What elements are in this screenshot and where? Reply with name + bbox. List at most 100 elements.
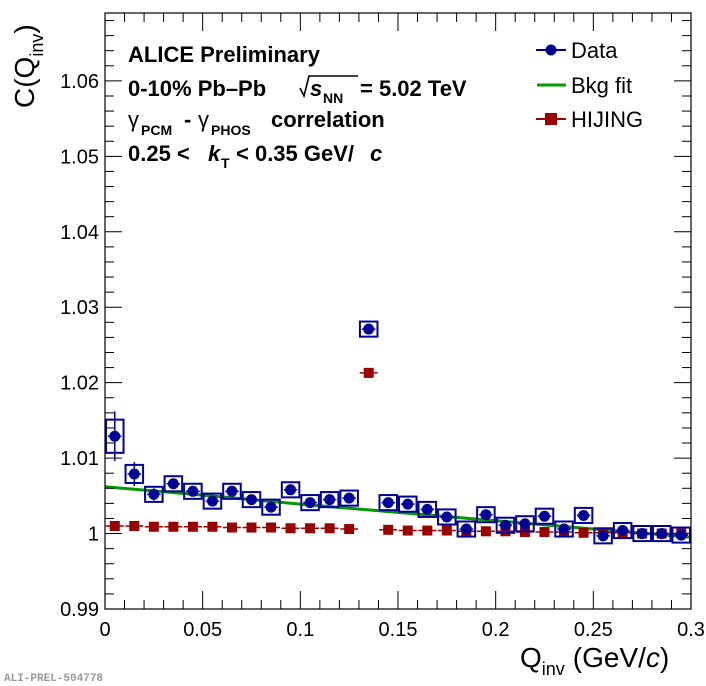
data-sys-box	[515, 515, 535, 533]
axis-ticks: 0 0.05 0.1 0.15 0.2 0.25 0.3 0.99 1 1.01 1.02 1.03 1…	[60, 13, 705, 641]
data-point	[597, 530, 609, 542]
hijing-point	[578, 527, 589, 538]
hijing-point	[363, 367, 374, 378]
x-tick-label: 0.2	[482, 619, 510, 641]
x-tick-label: 0.15	[379, 619, 418, 641]
annotation-energy-sub: NN	[323, 90, 343, 106]
y-tick-label: 1.01	[60, 448, 99, 470]
annotation-gamma2: γ	[198, 107, 209, 132]
data-point	[636, 528, 648, 540]
data-sys-box	[612, 521, 633, 540]
annotation-kt-pre: 0.25 <	[128, 141, 190, 166]
annotation-sub-pcm: PCM	[141, 122, 172, 138]
x-tick-label: 0.25	[574, 619, 613, 641]
annotation-correlation: correlation	[271, 107, 385, 132]
hijing-point	[324, 523, 335, 534]
hijing-point	[402, 525, 413, 536]
sqrt-icon	[299, 75, 358, 99]
data-sys-box	[261, 498, 281, 516]
data-sys-box	[202, 492, 223, 510]
hijing-point	[148, 521, 159, 532]
data-sys-box	[183, 482, 203, 500]
data-point	[402, 498, 414, 510]
data-point	[304, 497, 316, 509]
data-layer	[104, 320, 692, 545]
data-point	[480, 509, 492, 521]
y-tick-label: 1.05	[60, 146, 99, 168]
annotation-kt-sub: T	[221, 155, 230, 171]
data-sys-box	[456, 520, 477, 538]
data-sys-box	[378, 494, 399, 512]
x-axis-label-c: c	[646, 642, 660, 673]
hijing-point	[266, 522, 277, 533]
data-sys-box	[593, 527, 613, 545]
annotation-kt-c: c	[370, 141, 382, 166]
data-sys-box	[554, 520, 574, 538]
hijing-point	[480, 526, 491, 537]
hijing-point	[441, 525, 452, 536]
data-sys-box	[437, 508, 457, 526]
data-sys-box	[632, 525, 652, 543]
x-tick-label: 0.1	[286, 619, 314, 641]
y-axis-label-close: )	[9, 24, 40, 33]
y-axis-label: C(Qinv)	[9, 24, 47, 108]
hijing-point	[305, 523, 316, 534]
data-point	[519, 518, 531, 530]
legend-label-bkg-fit: Bkg fit	[571, 73, 632, 98]
data-point	[324, 494, 336, 506]
data-point	[421, 503, 433, 515]
data-sys-box	[339, 489, 359, 507]
hijing-point	[285, 523, 296, 534]
data-sys-box	[280, 481, 301, 499]
data-sys-box	[222, 482, 242, 500]
x-axis-label-unit: (GeV/	[573, 642, 646, 673]
legend-label-data: Data	[571, 38, 618, 63]
data-sys-box	[495, 516, 516, 534]
hijing-point	[422, 525, 433, 536]
y-axis-label-sub: inv	[27, 34, 47, 57]
y-tick-label: 0.99	[60, 599, 99, 621]
y-tick-label: 1.06	[60, 71, 99, 93]
data-point	[246, 494, 257, 506]
hijing-point	[226, 522, 237, 533]
data-sys-box	[358, 320, 379, 338]
hijing-point	[129, 521, 140, 532]
data-point	[343, 492, 355, 504]
data-point	[167, 478, 179, 490]
data-point	[128, 468, 140, 480]
annotation-kt-var: k	[208, 141, 222, 166]
annotation-gamma1: γ	[128, 107, 139, 132]
data-point	[578, 509, 590, 521]
data-point	[187, 485, 199, 497]
svg-text:Qinv(GeV/c): Qinv (GeV/c)	[520, 642, 669, 679]
x-axis-label: Qinv (GeV/c)	[520, 642, 669, 679]
data-sys-box	[319, 491, 340, 509]
data-sys-box	[241, 491, 262, 509]
y-tick-label: 1	[88, 524, 99, 546]
data-sys-box	[671, 526, 692, 544]
annotation-energy-var: s	[310, 76, 322, 101]
data-point	[656, 528, 668, 540]
hijing-point	[109, 521, 120, 532]
legend: Data Bkg fit HIJING	[536, 38, 643, 132]
data-point	[460, 523, 472, 535]
y-tick-label: 1.04	[60, 222, 99, 244]
data-point	[226, 485, 238, 497]
data-sys-box	[300, 494, 320, 512]
data-sys-box	[417, 500, 438, 518]
legend-label-hijing: HIJING	[571, 107, 643, 132]
x-axis-label-sub: inv	[542, 659, 565, 679]
hijing-point	[168, 521, 179, 532]
footer-label: ALI-PREL-504778	[4, 673, 103, 685]
hijing-point	[246, 522, 257, 533]
data-point	[148, 488, 160, 500]
annotation-sub-phos: PHOS	[211, 122, 251, 138]
data-sys-box	[476, 506, 496, 524]
x-axis-label-main: Q	[520, 642, 542, 673]
y-tick-label: 1.03	[60, 297, 99, 319]
annotation-dash: -	[184, 107, 191, 132]
data-point	[206, 495, 218, 507]
data-point	[617, 525, 629, 537]
data-point	[558, 523, 570, 535]
